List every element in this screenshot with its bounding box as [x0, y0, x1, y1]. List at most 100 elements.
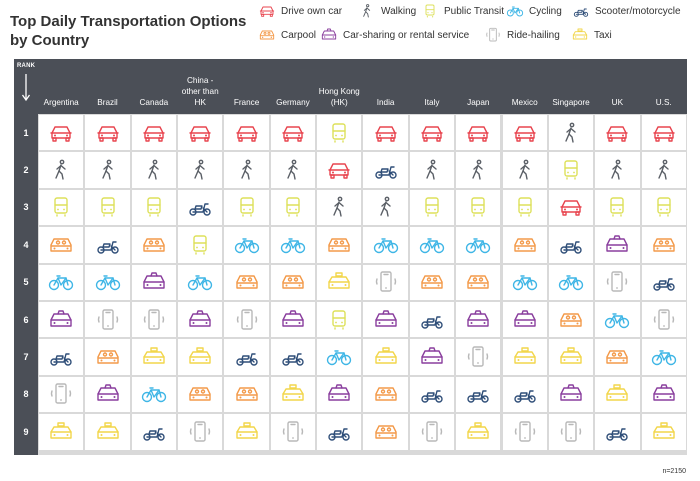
table-cell-walk — [363, 189, 408, 226]
column-header: Germany — [276, 98, 310, 107]
legend-item-car: Drive own car — [257, 3, 342, 19]
car-icon — [650, 121, 678, 145]
table-cell-transit — [548, 152, 594, 188]
table-cell-walk — [641, 152, 686, 188]
table-cell-car — [363, 115, 408, 151]
table-cell-taxi — [270, 376, 316, 413]
bike-icon — [279, 233, 307, 257]
table-cell-transit — [595, 189, 640, 226]
table-cell-carpool — [502, 227, 547, 263]
carpool-icon — [464, 270, 492, 294]
walk-icon — [279, 158, 307, 182]
column-header: UK — [611, 98, 624, 107]
car-icon — [418, 121, 446, 145]
table-cell-car — [270, 115, 316, 151]
table-cell-share — [39, 302, 84, 338]
table-cell-scooter — [178, 189, 223, 226]
transit-icon — [603, 195, 631, 219]
scooter-icon — [279, 345, 307, 369]
bike-icon — [186, 270, 214, 294]
table-cell-transit — [178, 227, 223, 263]
car-icon — [233, 121, 261, 145]
table-cell-walk — [502, 152, 547, 188]
table-cell-taxi — [178, 339, 223, 375]
table-cell-bike — [548, 264, 594, 300]
ride-icon — [233, 308, 261, 332]
table-cell-carpool — [363, 376, 408, 413]
table-cell-car — [39, 115, 84, 151]
ride-icon — [483, 27, 507, 43]
transit-icon — [186, 233, 214, 257]
table-cell-carpool — [548, 302, 594, 338]
walk-icon — [325, 195, 353, 219]
carpool-icon — [233, 270, 261, 294]
table-cell-carpool — [131, 227, 177, 263]
transit-icon — [557, 158, 585, 182]
legend-label: Scooter/motorcycle — [595, 5, 681, 17]
table-cell-car — [178, 115, 223, 151]
table-cell-transit — [502, 189, 547, 226]
taxi-icon — [279, 382, 307, 406]
walk-icon — [186, 158, 214, 182]
table-cell-taxi — [131, 339, 177, 375]
column-header: Japan — [467, 98, 490, 107]
taxi-icon — [325, 270, 353, 294]
walk-icon — [603, 158, 631, 182]
legend-item-ride: Ride-hailing — [483, 27, 560, 43]
table-cell-scooter — [502, 376, 547, 413]
taxi-icon — [186, 345, 214, 369]
column-header: Hong Kong (HK) — [318, 87, 360, 107]
share-icon — [186, 308, 214, 332]
bike-icon — [325, 345, 353, 369]
table-cell-ride — [39, 376, 84, 413]
table-cell-car — [641, 115, 686, 151]
scooter-icon — [511, 382, 539, 406]
table-cell-ride — [178, 414, 223, 450]
share-icon — [325, 382, 353, 406]
legend-item-carpool: Carpool — [257, 27, 316, 43]
table-cell-scooter — [595, 414, 640, 450]
table-cell-car — [548, 189, 594, 226]
legend-label: Carpool — [281, 29, 317, 41]
taxi-icon — [511, 345, 539, 369]
legend-item-taxi: Taxi — [570, 27, 612, 43]
carpool-icon — [186, 382, 214, 406]
table-cell-taxi — [595, 376, 640, 413]
table-cell-carpool — [270, 264, 316, 300]
carpool-icon — [372, 420, 400, 444]
table-cell-bike — [270, 227, 316, 263]
bike-icon — [140, 382, 168, 406]
walk-icon — [357, 3, 381, 19]
table-cell-transit — [85, 189, 130, 226]
ride-icon — [47, 382, 75, 406]
transit-icon — [325, 308, 353, 332]
scooter-icon — [186, 195, 214, 219]
column-header: Argentina — [43, 98, 79, 107]
table-cell-carpool — [363, 414, 408, 450]
table-cell-scooter — [39, 339, 84, 375]
ride-icon — [650, 308, 678, 332]
table-cell-bike — [409, 227, 455, 263]
ride-icon — [94, 308, 122, 332]
table-cell-walk — [595, 152, 640, 188]
table-cell-walk — [178, 152, 223, 188]
table-cell-ride — [363, 264, 408, 300]
scooter-icon — [603, 420, 631, 444]
table-cell-transit — [131, 189, 177, 226]
bike-icon — [603, 308, 631, 332]
scooter-icon — [325, 420, 353, 444]
share-icon — [279, 308, 307, 332]
scooter-icon — [47, 345, 75, 369]
legend-item-share: Car-sharing or rental service — [319, 27, 469, 43]
car-icon — [511, 121, 539, 145]
taxi-icon — [464, 420, 492, 444]
walk-icon — [650, 158, 678, 182]
table-cell-ride — [270, 414, 316, 450]
legend-item-walk: Walking — [357, 3, 416, 19]
table-cell-scooter — [85, 227, 130, 263]
table-cell-share — [409, 339, 455, 375]
column-header: China - other than HK — [181, 76, 219, 107]
table-cell-share — [270, 302, 316, 338]
car-icon — [325, 158, 353, 182]
share-icon — [319, 27, 343, 43]
